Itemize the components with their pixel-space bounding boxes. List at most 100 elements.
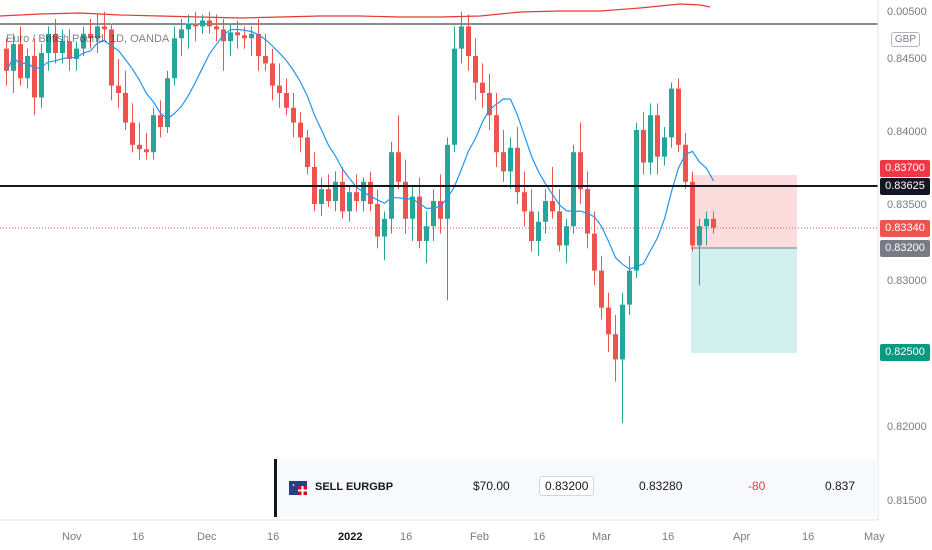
candle-body — [480, 82, 485, 93]
candle-body — [403, 181, 408, 219]
stop-loss-zone — [691, 175, 797, 248]
price-label: 0.00500 — [887, 6, 927, 18]
candle-body — [473, 56, 478, 83]
candle-body — [382, 218, 387, 237]
candle-body — [669, 88, 674, 138]
candle-body — [431, 201, 436, 227]
candle-body — [263, 56, 268, 64]
time-label: 16 — [802, 531, 814, 543]
candle-body — [32, 56, 37, 98]
candle-body — [53, 33, 58, 54]
candle-body — [193, 23, 198, 27]
candle-body — [494, 115, 499, 153]
price-label: 0.81500 — [887, 495, 927, 507]
candle-body — [179, 29, 184, 39]
candle-body — [249, 33, 254, 39]
time-label: Apr — [733, 531, 750, 543]
candle-body — [438, 201, 443, 219]
trade-amount: $70.00 — [473, 479, 510, 493]
trade-panel[interactable]: SELL EURGBP $70.00 0.83200 0.83280 -80 0… — [274, 459, 878, 517]
currency-badge[interactable]: GBP — [890, 32, 920, 47]
candle-body — [396, 152, 401, 182]
candle-body — [137, 144, 142, 150]
candle-body — [284, 93, 289, 108]
candle-body — [74, 48, 79, 59]
candle-body — [578, 152, 583, 190]
stop-loss-price-tag: 0.83700 — [880, 160, 930, 177]
candle-body — [144, 149, 149, 153]
candle-body — [60, 41, 65, 54]
candle-body — [333, 181, 338, 202]
candle-body — [228, 32, 233, 42]
candle-body — [557, 211, 562, 246]
candle-body — [620, 304, 625, 360]
price-label: 0.83500 — [887, 199, 927, 211]
time-label: 2022 — [338, 531, 362, 543]
candle-body — [256, 33, 261, 56]
candle-body — [375, 204, 380, 237]
candle-body — [627, 270, 632, 305]
take-profit-zone — [691, 248, 797, 353]
time-label: 16 — [400, 531, 412, 543]
candle-body — [676, 88, 681, 145]
trade-entry-price[interactable]: 0.83200 — [539, 476, 595, 496]
time-label: Feb — [470, 531, 489, 543]
entry-price-tag: 0.83200 — [880, 240, 930, 257]
time-label: Dec — [197, 531, 217, 543]
candle-body — [130, 122, 135, 145]
symbol-title[interactable]: Euro / British Pound, 1D, OANDA — [6, 33, 170, 45]
price-label: 0.84000 — [887, 126, 927, 138]
candle-body — [361, 181, 366, 202]
candle-body — [459, 26, 464, 49]
zones — [691, 175, 797, 353]
candle-body — [39, 53, 44, 98]
candle-body — [214, 26, 219, 30]
candle-body — [95, 26, 100, 39]
candle-body — [165, 78, 170, 128]
candle-body — [88, 33, 93, 39]
moving-average-line — [5, 28, 715, 270]
time-label: 16 — [662, 531, 674, 543]
candle-body — [599, 270, 604, 308]
candle-body — [466, 26, 471, 56]
candle-body — [298, 122, 303, 138]
candle-body — [354, 192, 359, 202]
candle-body — [424, 226, 429, 241]
candle-body — [326, 189, 331, 202]
candle-body — [18, 44, 23, 79]
candle-body — [452, 48, 457, 145]
candle-body — [606, 307, 611, 335]
current-price-tag: 0.83340 — [880, 220, 930, 237]
candle-body — [235, 32, 240, 36]
candle-body — [564, 226, 569, 246]
candle-body — [550, 201, 555, 212]
candle-body — [186, 23, 191, 30]
take-profit-price-tag: 0.82500 — [880, 344, 930, 361]
candle-body — [46, 33, 51, 54]
candle-body — [242, 35, 247, 39]
candle-body — [536, 221, 541, 241]
candle-body — [319, 189, 324, 204]
candle-body — [81, 33, 86, 49]
candle-body — [585, 189, 590, 234]
candle-body — [487, 93, 492, 116]
horizontal-line-price-tag: 0.83625 — [880, 178, 930, 195]
candle-body — [522, 192, 527, 212]
candle-body — [291, 107, 296, 123]
candle-body — [102, 26, 107, 30]
candle-body — [207, 20, 212, 27]
time-axis[interactable]: Nov 16 Dec 16 2022 16 Feb 16 Mar 16 Apr … — [0, 519, 932, 550]
trade-pl: -80 — [748, 479, 766, 493]
price-label: 0.84500 — [887, 53, 927, 65]
candle-body — [690, 181, 695, 246]
price-label: 0.83000 — [887, 275, 927, 287]
candle-body — [592, 233, 597, 271]
candle-body — [697, 226, 702, 246]
candle-body — [277, 85, 282, 93]
trade-stop: 0.837 — [825, 479, 856, 493]
candle-body — [655, 115, 660, 157]
candle-body — [347, 192, 352, 212]
trade-side-label: SELL EURGBP — [315, 481, 394, 493]
price-axis[interactable]: 0.00500 0.84500 0.84000 0.83500 0.83000 … — [877, 0, 932, 520]
